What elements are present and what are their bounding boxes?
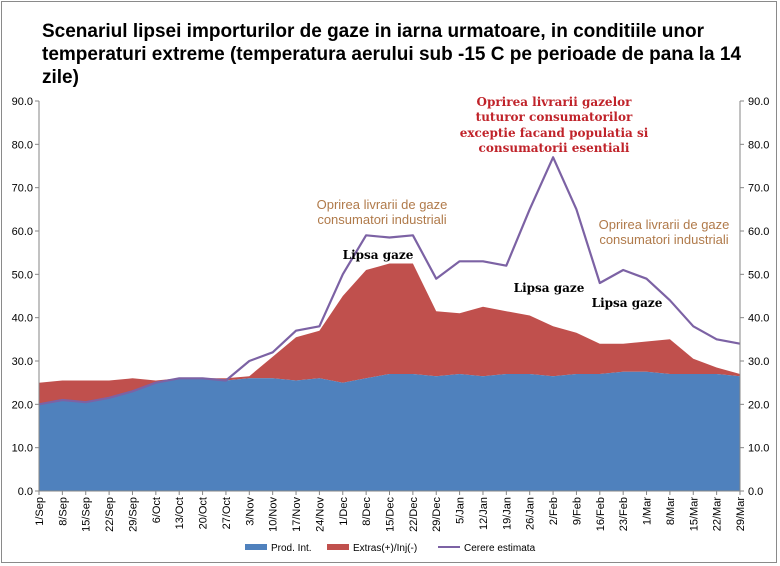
- y-tick-label-left: 20.0: [12, 399, 33, 411]
- y-tick-label-right: 90.0: [748, 96, 769, 108]
- y-tick-label-left: 30.0: [12, 356, 33, 368]
- x-tick-label: 23/Feb: [618, 497, 630, 531]
- y-tick-label-left: 40.0: [12, 313, 33, 325]
- y-tick-label-left: 80.0: [12, 139, 33, 151]
- y-tick-label-right: 40.0: [748, 313, 769, 325]
- chart-title: Scenariul lipsei importurilor de gaze in…: [42, 21, 742, 88]
- x-tick-label: 22/Mar: [712, 497, 724, 532]
- y-tick-label-left: 0.0: [18, 486, 33, 498]
- x-tick-label: 1/Dec: [338, 497, 350, 526]
- y-tick-label-right: 0.0: [748, 486, 763, 498]
- y-tick-label-right: 30.0: [748, 356, 769, 368]
- y-tick-label-left: 90.0: [12, 96, 33, 108]
- annotation-all-line1: Oprirea livrarii gazelor: [477, 95, 633, 109]
- x-tick-label: 10/Nov: [268, 497, 280, 532]
- x-tick-label: 24/Nov: [314, 497, 326, 532]
- x-tick-label: 8/Dec: [361, 497, 373, 526]
- x-tick-label: 26/Jan: [525, 497, 537, 530]
- x-tick-label: 19/Jan: [501, 497, 513, 530]
- annotation-all-line4: consumatorii esentiali: [479, 141, 630, 155]
- legend-label-demand: Cerere estimata: [464, 543, 536, 554]
- series-area-prod-int: [39, 371, 740, 491]
- legend-swatch-extras: [327, 544, 349, 550]
- x-tick-label: 29/Sep: [127, 497, 139, 532]
- legend-label-prod-int: Prod. Int.: [271, 543, 312, 554]
- x-tick-label: 6/Oct: [151, 497, 163, 523]
- annotation-industrial-2-line2: consumatori industriali: [599, 232, 728, 247]
- annotation-all-line3: exceptie facand populatia si: [460, 126, 649, 140]
- annotation-industrial-2-line1: Oprirea livrarii de gaze: [599, 217, 730, 232]
- y-tick-label-right: 60.0: [748, 226, 769, 238]
- y-tick-label-right: 20.0: [748, 399, 769, 411]
- x-tick-label: 29/Mar: [735, 497, 747, 532]
- annotation-shortage-2: Lipsa gaze: [514, 281, 585, 295]
- y-tick-label-left: 60.0: [12, 226, 33, 238]
- x-tick-label: 3/Nov: [244, 497, 256, 526]
- x-tick-label: 2/Feb: [548, 497, 560, 525]
- x-tick-label: 15/Mar: [688, 497, 700, 532]
- x-tick-label: 8/Mar: [665, 497, 677, 525]
- x-tick-label: 15/Dec: [385, 497, 397, 532]
- y-tick-label-right: 70.0: [748, 183, 769, 195]
- x-tick-label: 20/Oct: [198, 497, 210, 529]
- y-tick-label-left: 70.0: [12, 183, 33, 195]
- x-tick-label: 29/Dec: [431, 497, 443, 532]
- y-tick-label-right: 10.0: [748, 443, 769, 455]
- y-tick-label-left: 50.0: [12, 269, 33, 281]
- x-tick-label: 22/Dec: [408, 497, 420, 532]
- x-tick-label: 27/Oct: [221, 497, 233, 529]
- x-tick-label: 16/Feb: [595, 497, 607, 531]
- x-tick-label: 8/Sep: [57, 497, 69, 526]
- x-tick-label: 5/Jan: [455, 497, 467, 524]
- y-tick-label-right: 80.0: [748, 139, 769, 151]
- annotation-industrial-1-line1: Oprirea livrarii de gaze: [317, 197, 448, 212]
- legend-swatch-prod-int: [245, 544, 267, 550]
- y-tick-label-left: 10.0: [12, 443, 33, 455]
- x-tick-label: 22/Sep: [104, 497, 116, 532]
- annotation-industrial-1-line2: consumatori industriali: [317, 212, 446, 227]
- legend-label-extras: Extras(+)/Inj(-): [353, 543, 417, 554]
- annotation-shortage-3: Lipsa gaze: [592, 296, 663, 310]
- x-tick-label: 9/Feb: [571, 497, 583, 525]
- series-line-cerere-estimata: [38, 156, 741, 406]
- x-tick-label: 15/Sep: [81, 497, 93, 532]
- annotation-shortage-1: Lipsa gaze: [343, 248, 414, 262]
- y-tick-label-right: 50.0: [748, 269, 769, 281]
- x-tick-label: 1/Sep: [34, 497, 46, 526]
- x-tick-label: 13/Oct: [174, 497, 186, 529]
- series-area-extras: [39, 263, 740, 405]
- x-tick-label: 12/Jan: [478, 497, 490, 530]
- x-tick-label: 17/Nov: [291, 497, 303, 532]
- x-tick-label: 1/Mar: [642, 497, 654, 525]
- annotation-all-line2: tuturor consumatorilor: [476, 110, 633, 124]
